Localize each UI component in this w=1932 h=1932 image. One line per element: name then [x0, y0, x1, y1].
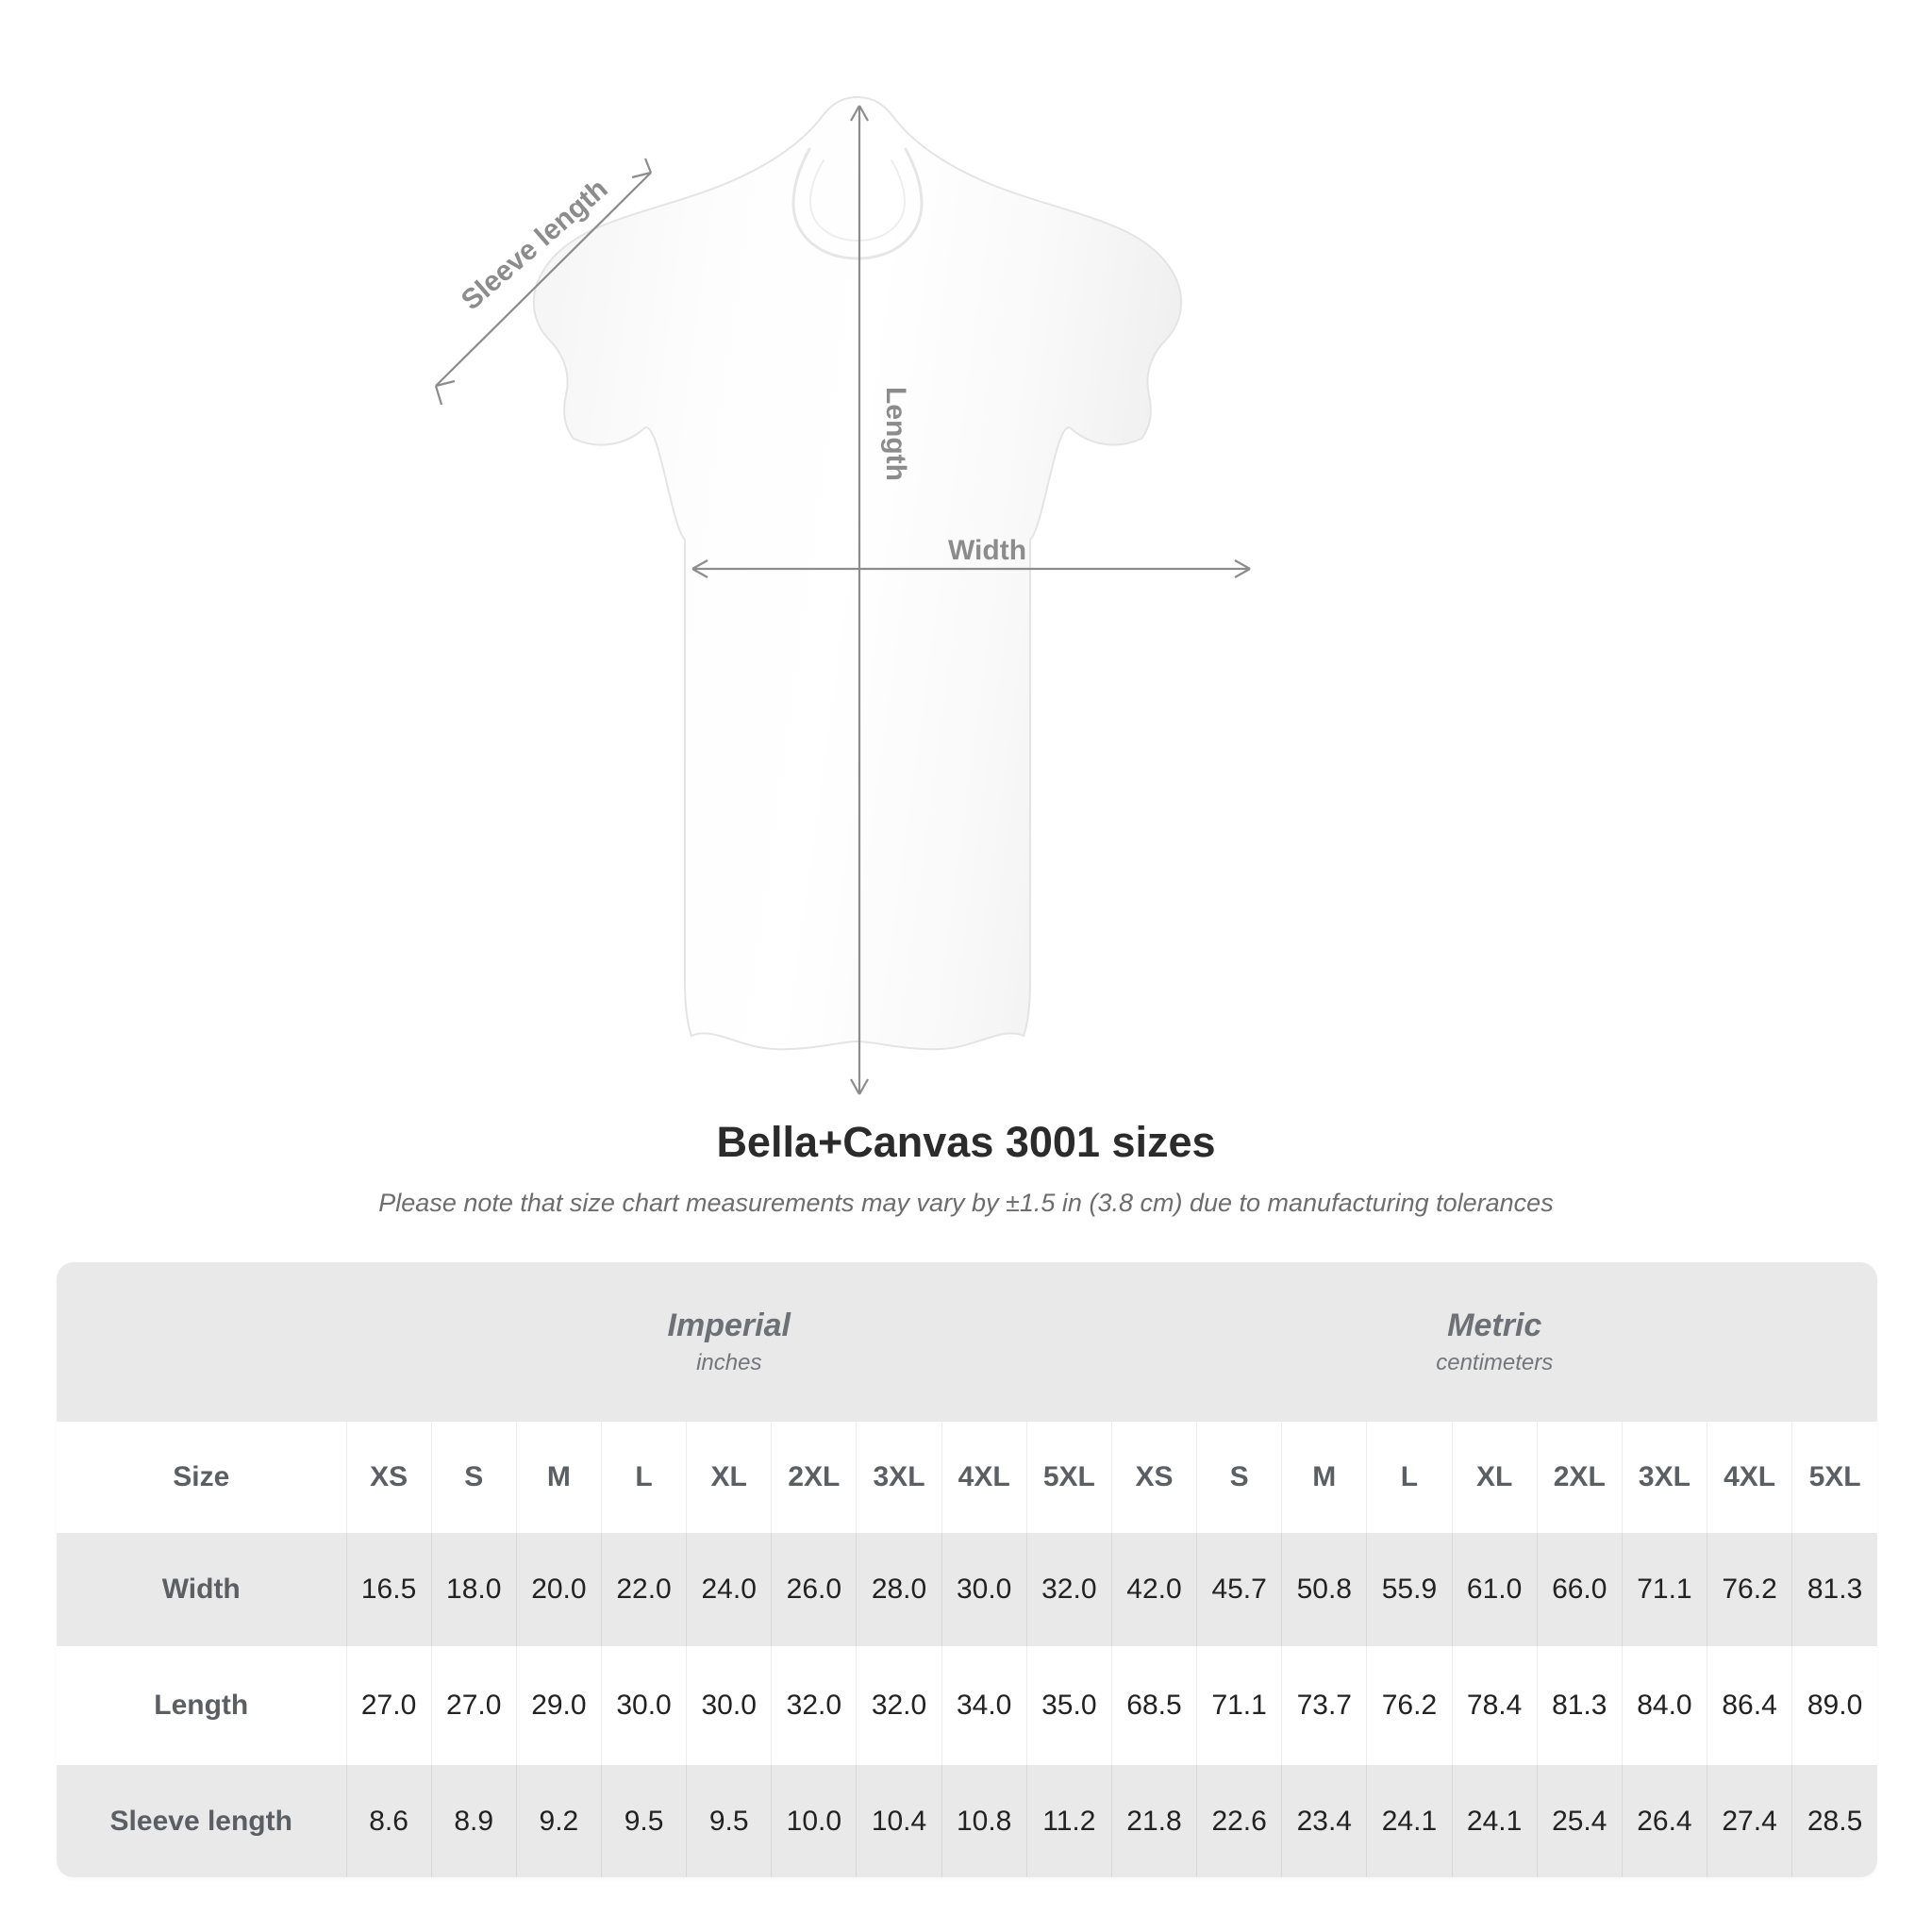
svg-text:Width: Width	[948, 535, 1026, 566]
svg-text:Length: Length	[880, 387, 911, 481]
